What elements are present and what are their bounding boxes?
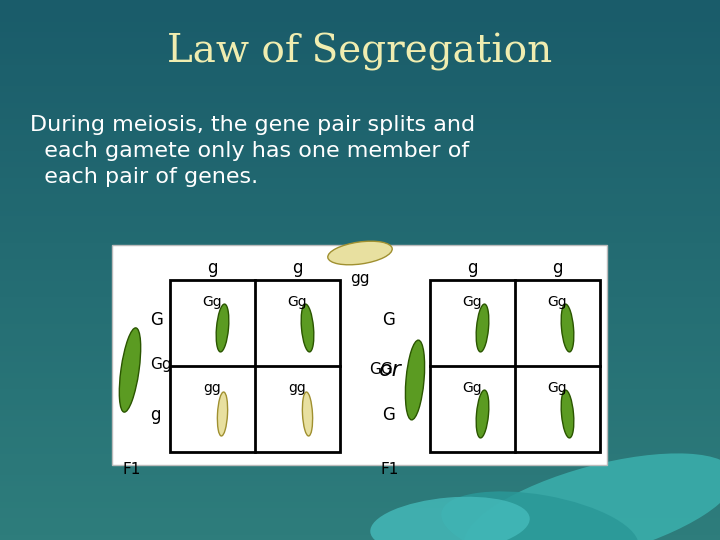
- Text: Law of Segregation: Law of Segregation: [167, 33, 553, 71]
- Ellipse shape: [217, 392, 228, 436]
- Text: Gg: Gg: [288, 295, 307, 309]
- Text: g: g: [207, 259, 217, 277]
- Text: each gamete only has one member of: each gamete only has one member of: [30, 141, 469, 161]
- Ellipse shape: [405, 340, 425, 420]
- Ellipse shape: [476, 390, 489, 438]
- Text: each pair of genes.: each pair of genes.: [30, 167, 258, 187]
- Ellipse shape: [216, 304, 229, 352]
- Text: Gg: Gg: [463, 381, 482, 395]
- Text: G: G: [382, 406, 395, 424]
- Text: G: G: [382, 311, 395, 329]
- Text: Gg: Gg: [150, 357, 171, 373]
- Bar: [170, 280, 340, 452]
- Text: g: g: [552, 259, 563, 277]
- Text: Gg: Gg: [203, 295, 222, 309]
- Ellipse shape: [476, 304, 489, 352]
- Ellipse shape: [561, 390, 574, 438]
- Ellipse shape: [302, 392, 312, 436]
- Ellipse shape: [561, 304, 574, 352]
- Text: Gg: Gg: [548, 381, 567, 395]
- Text: During meiosis, the gene pair splits and: During meiosis, the gene pair splits and: [30, 115, 475, 135]
- Text: g: g: [292, 259, 302, 277]
- Ellipse shape: [464, 454, 720, 540]
- Text: Gg: Gg: [548, 295, 567, 309]
- Ellipse shape: [370, 497, 530, 540]
- Ellipse shape: [120, 328, 140, 412]
- Ellipse shape: [328, 241, 392, 265]
- Text: GG: GG: [369, 362, 393, 377]
- Ellipse shape: [301, 304, 314, 352]
- Text: g: g: [467, 259, 478, 277]
- Text: or: or: [379, 360, 401, 380]
- Bar: [112, 245, 607, 465]
- Text: F1: F1: [122, 462, 140, 477]
- Text: gg: gg: [289, 381, 307, 395]
- Text: gg: gg: [204, 381, 221, 395]
- Ellipse shape: [441, 491, 639, 540]
- Text: F1: F1: [380, 462, 398, 477]
- Bar: [430, 280, 600, 452]
- Text: G: G: [150, 311, 163, 329]
- Text: Gg: Gg: [463, 295, 482, 309]
- Text: g: g: [150, 406, 161, 424]
- Text: gg: gg: [350, 271, 370, 286]
